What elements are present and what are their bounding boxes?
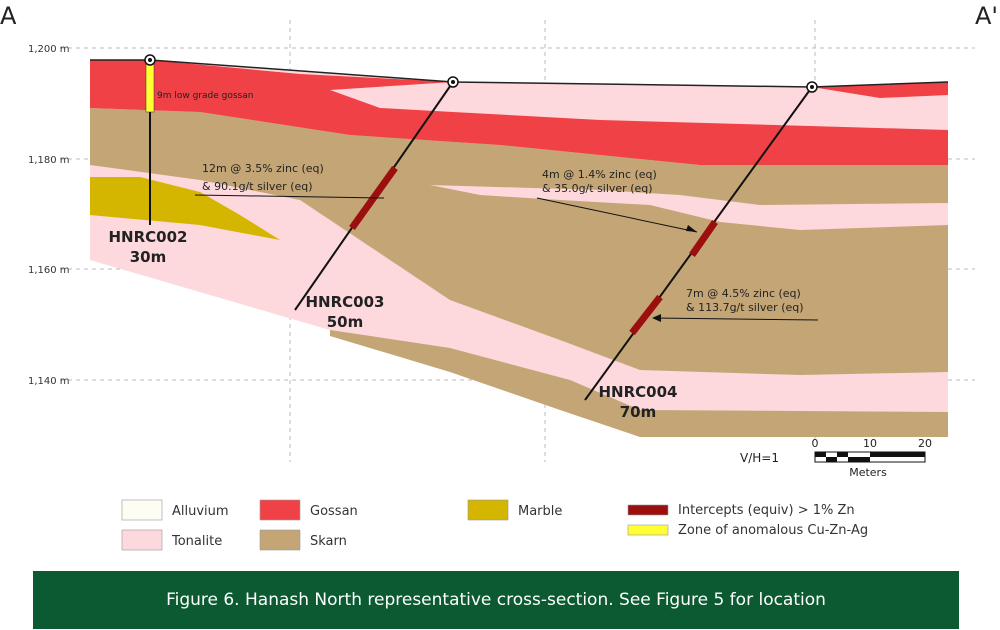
hole-name: HNRC003 (306, 293, 385, 311)
legend-swatch (259, 499, 301, 521)
drill-holes (144, 54, 819, 401)
legend-swatch (259, 529, 301, 551)
legend-label: Zone of anomalous Cu-Zn-Ag (678, 523, 868, 538)
section-end: A' (975, 2, 998, 30)
hole-length: 50m (327, 313, 364, 331)
legend-swatch (121, 499, 163, 521)
scale-tick: 20 (918, 437, 932, 450)
legend-label: Alluvium (172, 504, 229, 519)
scale-tick: 10 (863, 437, 877, 450)
elevation-label: 1,180 m (28, 155, 70, 166)
legend: Alluvium Tonalite Gossan Skarn Marble Interce… (121, 499, 868, 551)
intercept-label: 7m @ 4.5% zinc (eq) (686, 287, 801, 300)
legend-label: Tonalite (171, 534, 222, 549)
legend-label: Intercepts (equiv) > 1% Zn (678, 503, 855, 518)
legend-swatch (467, 499, 509, 521)
elevation-label: 1,160 m (28, 265, 70, 276)
legend-swatch (121, 529, 163, 551)
hole-length: 30m (130, 248, 167, 266)
intercept-label: & 113.7g/t silver (eq) (686, 301, 804, 314)
intercept-label: & 90.1g/t silver (eq) (202, 180, 313, 193)
elevation-label: 1,200 m (28, 44, 70, 55)
elevation-label: 1,140 m (28, 376, 70, 387)
caption-banner (33, 571, 959, 629)
legend-label: Gossan (310, 504, 358, 519)
intercept-label: 12m @ 3.5% zinc (eq) (202, 162, 324, 175)
legend-swatch (627, 504, 669, 516)
hole-name: HNRC004 (599, 383, 678, 401)
scale-ratio: V/H=1 (740, 451, 779, 465)
scale-bar (814, 451, 926, 463)
scale-unit: Meters (849, 466, 887, 479)
hole-name: HNRC002 (109, 228, 188, 246)
geology (90, 59, 949, 437)
scale-tick: 0 (812, 437, 819, 450)
legend-swatch (627, 524, 669, 536)
intercept-label: 4m @ 1.4% zinc (eq) (542, 168, 657, 181)
hole-length: 70m (620, 403, 657, 421)
intercept-label: & 35.0g/t silver (eq) (542, 182, 653, 195)
caption: Figure 6. Hanash North representative cr… (166, 590, 826, 610)
hole-note: 9m low grade gossan (157, 91, 253, 101)
legend-label: Marble (518, 504, 562, 519)
legend-label: Skarn (310, 534, 347, 549)
section-start: A (0, 2, 17, 30)
